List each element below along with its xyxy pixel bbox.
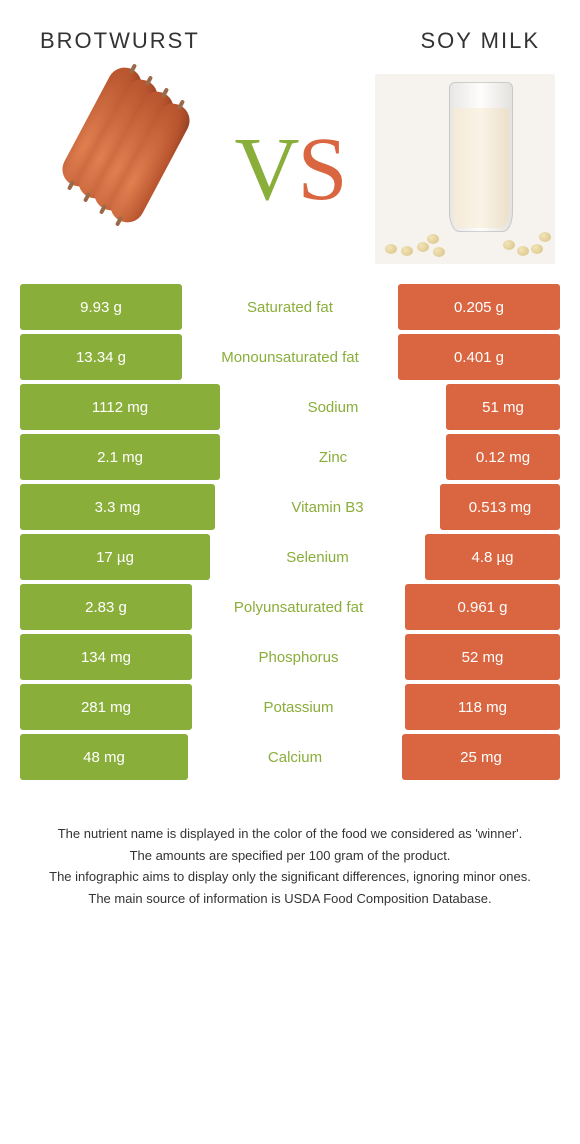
table-row: 48 mgCalcium25 mg — [20, 734, 560, 780]
table-row: 3.3 mgVitamin B30.513 mg — [20, 484, 560, 530]
comparison-table: 9.93 gSaturated fat0.205 g13.34 gMonouns… — [0, 284, 580, 780]
right-food-title: SOY MILK — [420, 28, 540, 54]
footer-notes: The nutrient name is displayed in the co… — [0, 784, 580, 908]
right-value: 118 mg — [405, 684, 560, 730]
right-value: 0.12 mg — [446, 434, 560, 480]
nutrient-label: Potassium — [192, 684, 405, 730]
vs-label: VS — [234, 118, 345, 221]
right-value: 4.8 µg — [425, 534, 560, 580]
table-row: 17 µgSelenium4.8 µg — [20, 534, 560, 580]
right-value: 0.401 g — [398, 334, 560, 380]
images-row: VS — [0, 62, 580, 284]
left-value: 48 mg — [20, 734, 188, 780]
left-value: 17 µg — [20, 534, 210, 580]
nutrient-label: Selenium — [210, 534, 425, 580]
soy-milk-icon — [375, 74, 555, 264]
right-value: 0.961 g — [405, 584, 560, 630]
footer-line-4: The main source of information is USDA F… — [30, 889, 550, 909]
left-food-title: BROTWURST — [40, 28, 200, 54]
nutrient-label: Polyunsaturated fat — [192, 584, 405, 630]
left-value: 281 mg — [20, 684, 192, 730]
nutrient-label: Saturated fat — [182, 284, 398, 330]
right-value: 25 mg — [402, 734, 560, 780]
right-food-image — [370, 74, 560, 264]
header: BROTWURST SOY MILK — [0, 0, 580, 62]
footer-line-1: The nutrient name is displayed in the co… — [30, 824, 550, 844]
left-value: 9.93 g — [20, 284, 182, 330]
right-value: 52 mg — [405, 634, 560, 680]
nutrient-label: Monounsaturated fat — [182, 334, 398, 380]
nutrient-label: Phosphorus — [192, 634, 405, 680]
left-food-image — [20, 74, 210, 264]
left-value: 3.3 mg — [20, 484, 215, 530]
brotwurst-icon — [35, 104, 195, 234]
left-value: 1112 mg — [20, 384, 220, 430]
footer-line-3: The infographic aims to display only the… — [30, 867, 550, 887]
left-value: 2.83 g — [20, 584, 192, 630]
nutrient-label: Zinc — [220, 434, 446, 480]
vs-v: V — [234, 120, 297, 219]
table-row: 2.1 mgZinc0.12 mg — [20, 434, 560, 480]
table-row: 281 mgPotassium118 mg — [20, 684, 560, 730]
vs-s: S — [297, 120, 345, 219]
table-row: 134 mgPhosphorus52 mg — [20, 634, 560, 680]
right-value: 0.513 mg — [440, 484, 560, 530]
nutrient-label: Vitamin B3 — [215, 484, 440, 530]
nutrient-label: Sodium — [220, 384, 446, 430]
right-value: 51 mg — [446, 384, 560, 430]
left-value: 2.1 mg — [20, 434, 220, 480]
left-value: 134 mg — [20, 634, 192, 680]
table-row: 2.83 gPolyunsaturated fat0.961 g — [20, 584, 560, 630]
table-row: 9.93 gSaturated fat0.205 g — [20, 284, 560, 330]
footer-line-2: The amounts are specified per 100 gram o… — [30, 846, 550, 866]
table-row: 1112 mgSodium51 mg — [20, 384, 560, 430]
nutrient-label: Calcium — [188, 734, 402, 780]
left-value: 13.34 g — [20, 334, 182, 380]
right-value: 0.205 g — [398, 284, 560, 330]
table-row: 13.34 gMonounsaturated fat0.401 g — [20, 334, 560, 380]
